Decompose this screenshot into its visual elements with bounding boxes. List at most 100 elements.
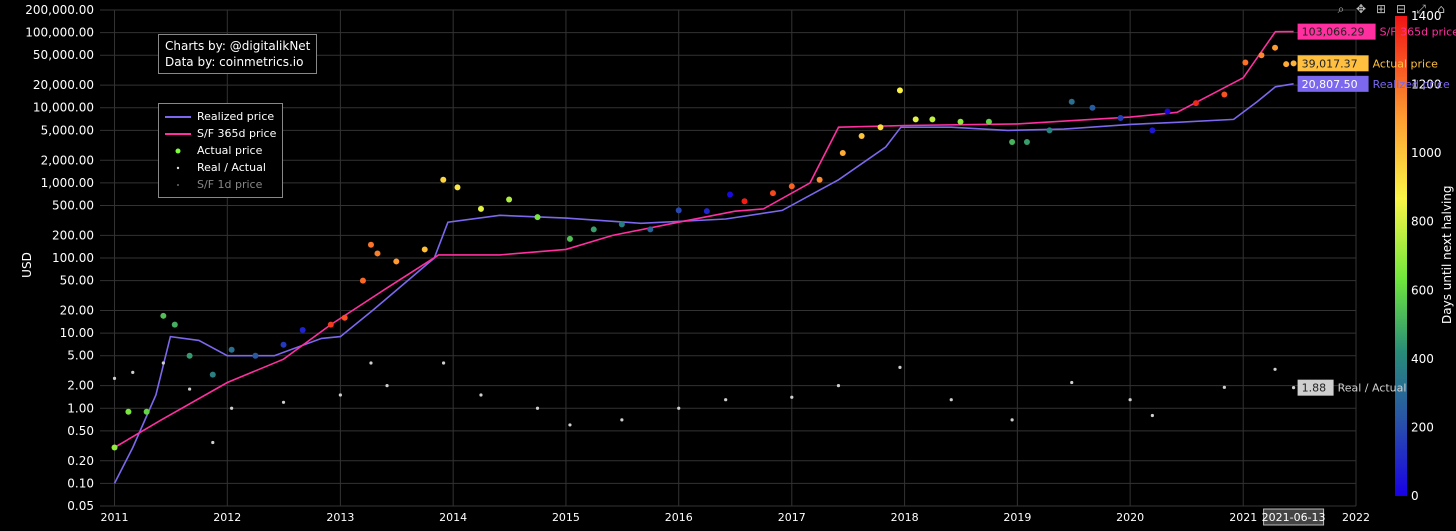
y-tick-label: 500.00 <box>52 198 94 212</box>
y-tick-label: 2,000.00 <box>41 153 94 167</box>
zoom-out-icon[interactable]: ⊟ <box>1395 2 1407 16</box>
data-point <box>898 365 902 369</box>
legend-item-actual[interactable]: Actual price <box>165 142 276 159</box>
y-tick-label: 20,000.00 <box>33 78 94 92</box>
data-point <box>1089 104 1096 111</box>
colorbar-tick-label: 600 <box>1411 283 1434 297</box>
series-real-actual <box>112 361 1296 445</box>
legend-label: Realized price <box>197 110 275 123</box>
data-point <box>957 118 964 125</box>
data-point <box>727 191 734 198</box>
series-s-f-365d-price <box>114 30 1294 449</box>
legend-item-sf365[interactable]: S/F 365d price <box>165 125 276 142</box>
legend-item-realized[interactable]: Realized price <box>165 108 276 125</box>
data-point <box>1046 127 1053 134</box>
legend-item-sf1d[interactable]: S/F 1d price <box>165 176 276 193</box>
data-point <box>741 198 748 205</box>
colorbar-tick-label: 800 <box>1411 215 1434 229</box>
x-tick-label: 2022 <box>1342 511 1370 524</box>
x-tick-label: 2013 <box>326 511 354 524</box>
data-point <box>724 398 728 402</box>
y-tick-label: 50,000.00 <box>33 48 94 62</box>
data-point <box>677 406 681 410</box>
data-point <box>186 352 193 359</box>
pan-icon[interactable]: ✥ <box>1355 2 1367 16</box>
end-label-name: Realized price <box>1373 78 1450 91</box>
data-point <box>252 352 259 359</box>
legend-label: Actual price <box>197 144 263 157</box>
data-point <box>816 176 823 183</box>
x-tick-label: 2019 <box>1003 511 1031 524</box>
y-tick-label: 10,000.00 <box>33 101 94 115</box>
data-point <box>327 321 334 328</box>
data-point <box>1258 52 1265 59</box>
end-label-value: 20,807.50 <box>1302 78 1358 91</box>
data-point <box>454 184 461 191</box>
marker-symbol-icon <box>175 148 181 153</box>
data-point <box>1290 60 1297 67</box>
reset-axes-icon[interactable]: ⌂ <box>1437 2 1445 16</box>
data-point <box>369 361 373 365</box>
data-point <box>1068 98 1075 105</box>
chart-series <box>111 30 1297 484</box>
x-tick-label: 2011 <box>101 511 129 524</box>
data-point <box>1273 367 1277 371</box>
data-point <box>281 400 286 404</box>
x-axis: 2011 2012 2013 2014 2015 2016 2017 2018 2019 2020… <box>101 511 1370 524</box>
y-tick-label: 100,000.00 <box>25 26 94 40</box>
legend: Realized price S/F 365d price Actual pri… <box>158 103 284 198</box>
modebar: ⌕ ✥ ⊞ ⊟ ⤢ ⌂ <box>1334 2 1448 17</box>
end-labels: 103,066.29 S/F 365d price 39,017.37 Actual … <box>1262 23 1456 526</box>
hover-date-label: 2021-06-13 <box>1262 511 1326 524</box>
data-point <box>506 196 513 203</box>
end-label-box <box>1297 75 1369 92</box>
data-point <box>441 361 446 365</box>
data-point <box>769 190 776 197</box>
y-tick-label: 0.10 <box>67 476 94 490</box>
colorbar-tick-label: 1400 <box>1411 9 1442 23</box>
end-label-box <box>1297 23 1376 40</box>
y-tick-label: 0.50 <box>67 424 94 438</box>
y-tick-label: 50.00 <box>60 274 94 288</box>
data-point <box>359 277 366 284</box>
y-tick-label: 0.20 <box>67 454 94 468</box>
data-point <box>112 376 117 380</box>
data-point <box>1023 138 1030 145</box>
series-line <box>114 30 1294 449</box>
data-point <box>896 87 903 94</box>
credit-source: Data by: coinmetrics.io <box>165 55 304 69</box>
data-point <box>929 116 936 123</box>
data-point <box>1291 386 1296 390</box>
legend-item-real-actual[interactable]: Real / Actual <box>165 159 276 176</box>
data-point <box>1242 59 1249 66</box>
marker-symbol-icon <box>176 166 180 169</box>
zoom-in-icon[interactable]: ⊞ <box>1375 2 1387 16</box>
data-point <box>590 226 597 233</box>
autoscale-icon[interactable]: ⤢ <box>1416 2 1426 16</box>
colorbar-tick-label: 1000 <box>1411 146 1442 160</box>
data-point <box>393 258 400 265</box>
data-point <box>211 440 215 445</box>
data-point <box>858 133 865 140</box>
data-point <box>1128 398 1132 402</box>
y-tick-label: 10.00 <box>60 326 94 340</box>
legend-label: Real / Actual <box>197 161 266 174</box>
data-point <box>1283 61 1290 68</box>
data-point <box>111 444 118 451</box>
data-point <box>620 418 624 422</box>
zoom-icon[interactable]: ⌕ <box>1337 2 1345 16</box>
x-tick-label: 2016 <box>665 511 693 524</box>
colorbar-tick-label: 400 <box>1411 352 1434 366</box>
data-point <box>299 327 306 334</box>
y-axis-label: USD <box>19 252 34 278</box>
data-point <box>228 346 235 353</box>
data-point <box>230 406 234 410</box>
colorbar-tick-label: 200 <box>1411 420 1434 434</box>
data-point <box>1272 44 1279 51</box>
marker-symbol-icon <box>177 183 179 186</box>
data-point <box>788 183 795 190</box>
y-tick-label: 1.00 <box>67 401 94 415</box>
data-point <box>477 205 484 212</box>
credit-box: Charts by: @digitalikNet Data by: coinme… <box>158 34 318 74</box>
